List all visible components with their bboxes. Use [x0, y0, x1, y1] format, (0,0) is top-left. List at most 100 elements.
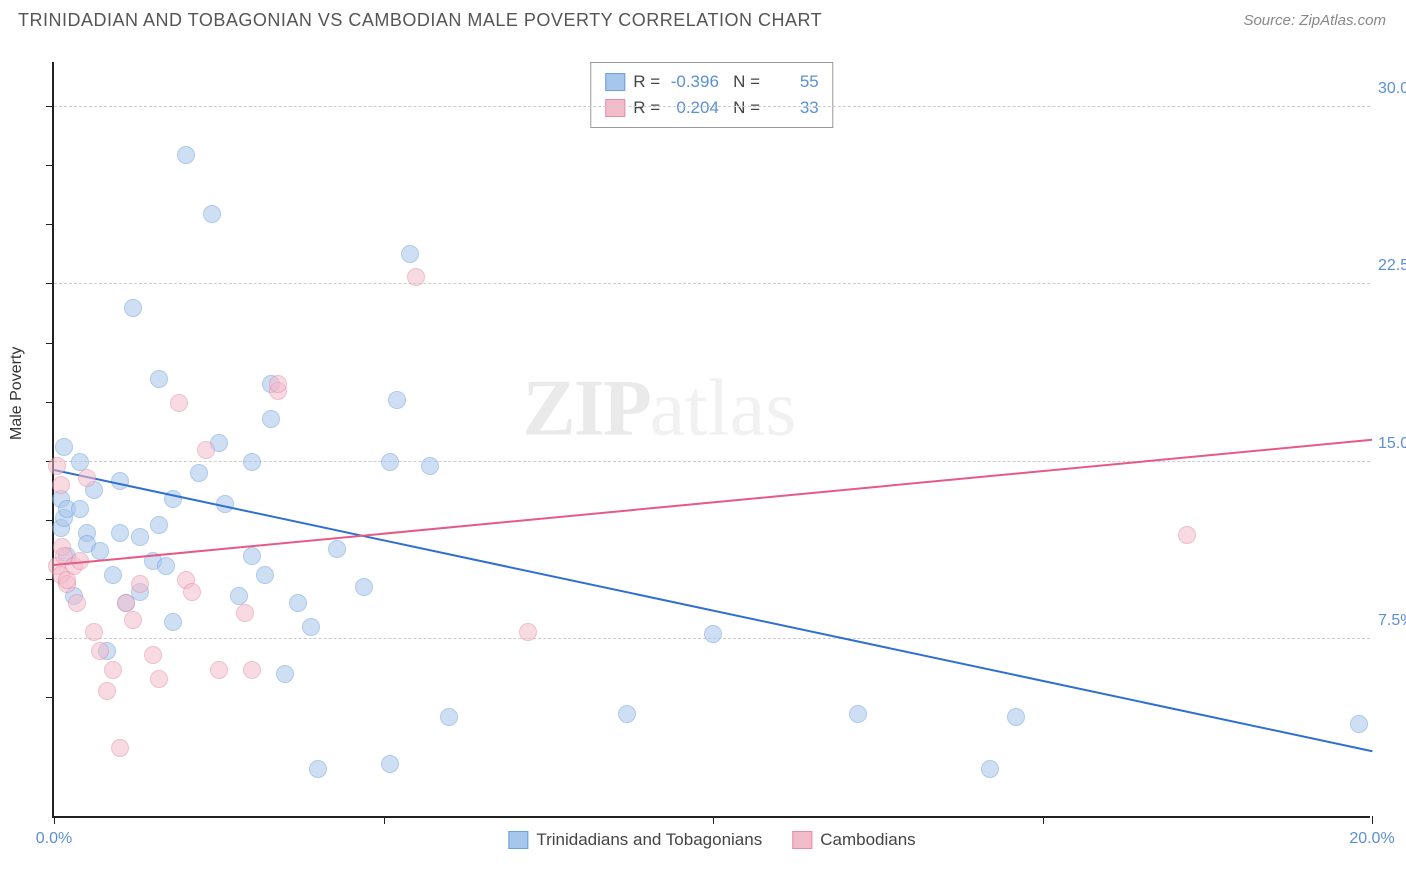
data-point-tt	[150, 516, 168, 534]
legend-swatch	[605, 99, 625, 117]
data-point-tt	[230, 587, 248, 605]
legend-swatch	[792, 831, 812, 849]
y-tick	[46, 165, 54, 166]
source-attribution: Source: ZipAtlas.com	[1243, 12, 1386, 29]
data-point-tt	[704, 625, 722, 643]
series-legend: Trinidadians and Tobagonians Cambodians	[508, 830, 915, 850]
data-point-kh	[131, 575, 149, 593]
y-tick-label: 15.0%	[1378, 435, 1406, 453]
y-tick	[46, 697, 54, 698]
data-point-tt	[388, 391, 406, 409]
data-point-tt	[302, 618, 320, 636]
x-tick-label: 20.0%	[1349, 830, 1394, 848]
y-tick	[46, 402, 54, 403]
data-point-kh	[1178, 526, 1196, 544]
data-point-kh	[104, 661, 122, 679]
data-point-tt	[190, 464, 208, 482]
data-point-tt	[150, 370, 168, 388]
data-point-tt	[131, 528, 149, 546]
data-point-tt	[1350, 715, 1368, 733]
data-point-tt	[124, 299, 142, 317]
data-point-tt	[71, 500, 89, 518]
x-tick	[54, 816, 55, 824]
data-point-kh	[78, 469, 96, 487]
gridline	[54, 106, 1370, 107]
data-point-tt	[55, 438, 73, 456]
data-point-tt	[981, 760, 999, 778]
y-tick	[46, 283, 54, 284]
y-tick-label: 22.5%	[1378, 257, 1406, 275]
x-tick	[713, 816, 714, 824]
data-point-tt	[111, 472, 129, 490]
y-tick-label: 7.5%	[1378, 612, 1406, 630]
data-point-kh	[144, 646, 162, 664]
data-point-kh	[68, 594, 86, 612]
data-point-tt	[440, 708, 458, 726]
legend-item-kh: Cambodians	[792, 830, 915, 850]
data-point-kh	[236, 604, 254, 622]
data-point-tt	[262, 410, 280, 428]
data-point-tt	[276, 665, 294, 683]
data-point-tt	[381, 453, 399, 471]
data-point-kh	[170, 394, 188, 412]
data-point-tt	[243, 453, 261, 471]
data-point-tt	[381, 755, 399, 773]
data-point-kh	[183, 583, 201, 601]
watermark: ZIPatlas	[522, 363, 796, 454]
y-axis-label: Male Poverty	[8, 347, 26, 440]
x-tick	[1043, 816, 1044, 824]
data-point-tt	[328, 540, 346, 558]
legend-item-tt: Trinidadians and Tobagonians	[508, 830, 762, 850]
y-tick	[46, 638, 54, 639]
data-point-tt	[71, 453, 89, 471]
legend-row-tt: R = -0.396 N = 55	[605, 69, 818, 95]
legend-label: Cambodians	[820, 830, 915, 850]
data-point-kh	[117, 594, 135, 612]
data-point-kh	[407, 268, 425, 286]
legend-label: Trinidadians and Tobagonians	[536, 830, 762, 850]
legend-stats: R = 0.204 N = 33	[633, 95, 818, 121]
x-tick	[1372, 816, 1373, 824]
legend-stats: R = -0.396 N = 55	[633, 69, 818, 95]
data-point-kh	[519, 623, 537, 641]
chart-title: TRINIDADIAN AND TOBAGONIAN VS CAMBODIAN …	[18, 10, 822, 31]
data-point-tt	[289, 594, 307, 612]
scatter-plot: R = -0.396 N = 55R = 0.204 N = 33 Trinid…	[52, 62, 1370, 818]
gridline	[54, 283, 1370, 284]
data-point-tt	[355, 578, 373, 596]
data-point-kh	[243, 661, 261, 679]
data-point-tt	[111, 524, 129, 542]
data-point-tt	[164, 613, 182, 631]
data-point-kh	[269, 375, 287, 393]
data-point-tt	[243, 547, 261, 565]
y-tick	[46, 224, 54, 225]
data-point-kh	[91, 642, 109, 660]
data-point-tt	[401, 245, 419, 263]
legend-swatch	[508, 831, 528, 849]
y-tick-label: 30.0%	[1378, 80, 1406, 98]
y-tick	[46, 520, 54, 521]
correlation-legend: R = -0.396 N = 55R = 0.204 N = 33	[590, 62, 833, 128]
data-point-kh	[210, 661, 228, 679]
data-point-tt	[1007, 708, 1025, 726]
legend-row-kh: R = 0.204 N = 33	[605, 95, 818, 121]
data-point-kh	[52, 476, 70, 494]
data-point-kh	[48, 457, 66, 475]
data-point-kh	[111, 739, 129, 757]
data-point-kh	[197, 441, 215, 459]
y-tick	[46, 106, 54, 107]
y-tick	[46, 343, 54, 344]
data-point-kh	[150, 670, 168, 688]
data-point-tt	[309, 760, 327, 778]
data-point-tt	[203, 205, 221, 223]
data-point-kh	[124, 611, 142, 629]
data-point-tt	[618, 705, 636, 723]
data-point-tt	[91, 542, 109, 560]
data-point-tt	[421, 457, 439, 475]
data-point-tt	[157, 557, 175, 575]
data-point-kh	[85, 623, 103, 641]
data-point-kh	[98, 682, 116, 700]
data-point-tt	[256, 566, 274, 584]
data-point-tt	[104, 566, 122, 584]
data-point-tt	[177, 146, 195, 164]
